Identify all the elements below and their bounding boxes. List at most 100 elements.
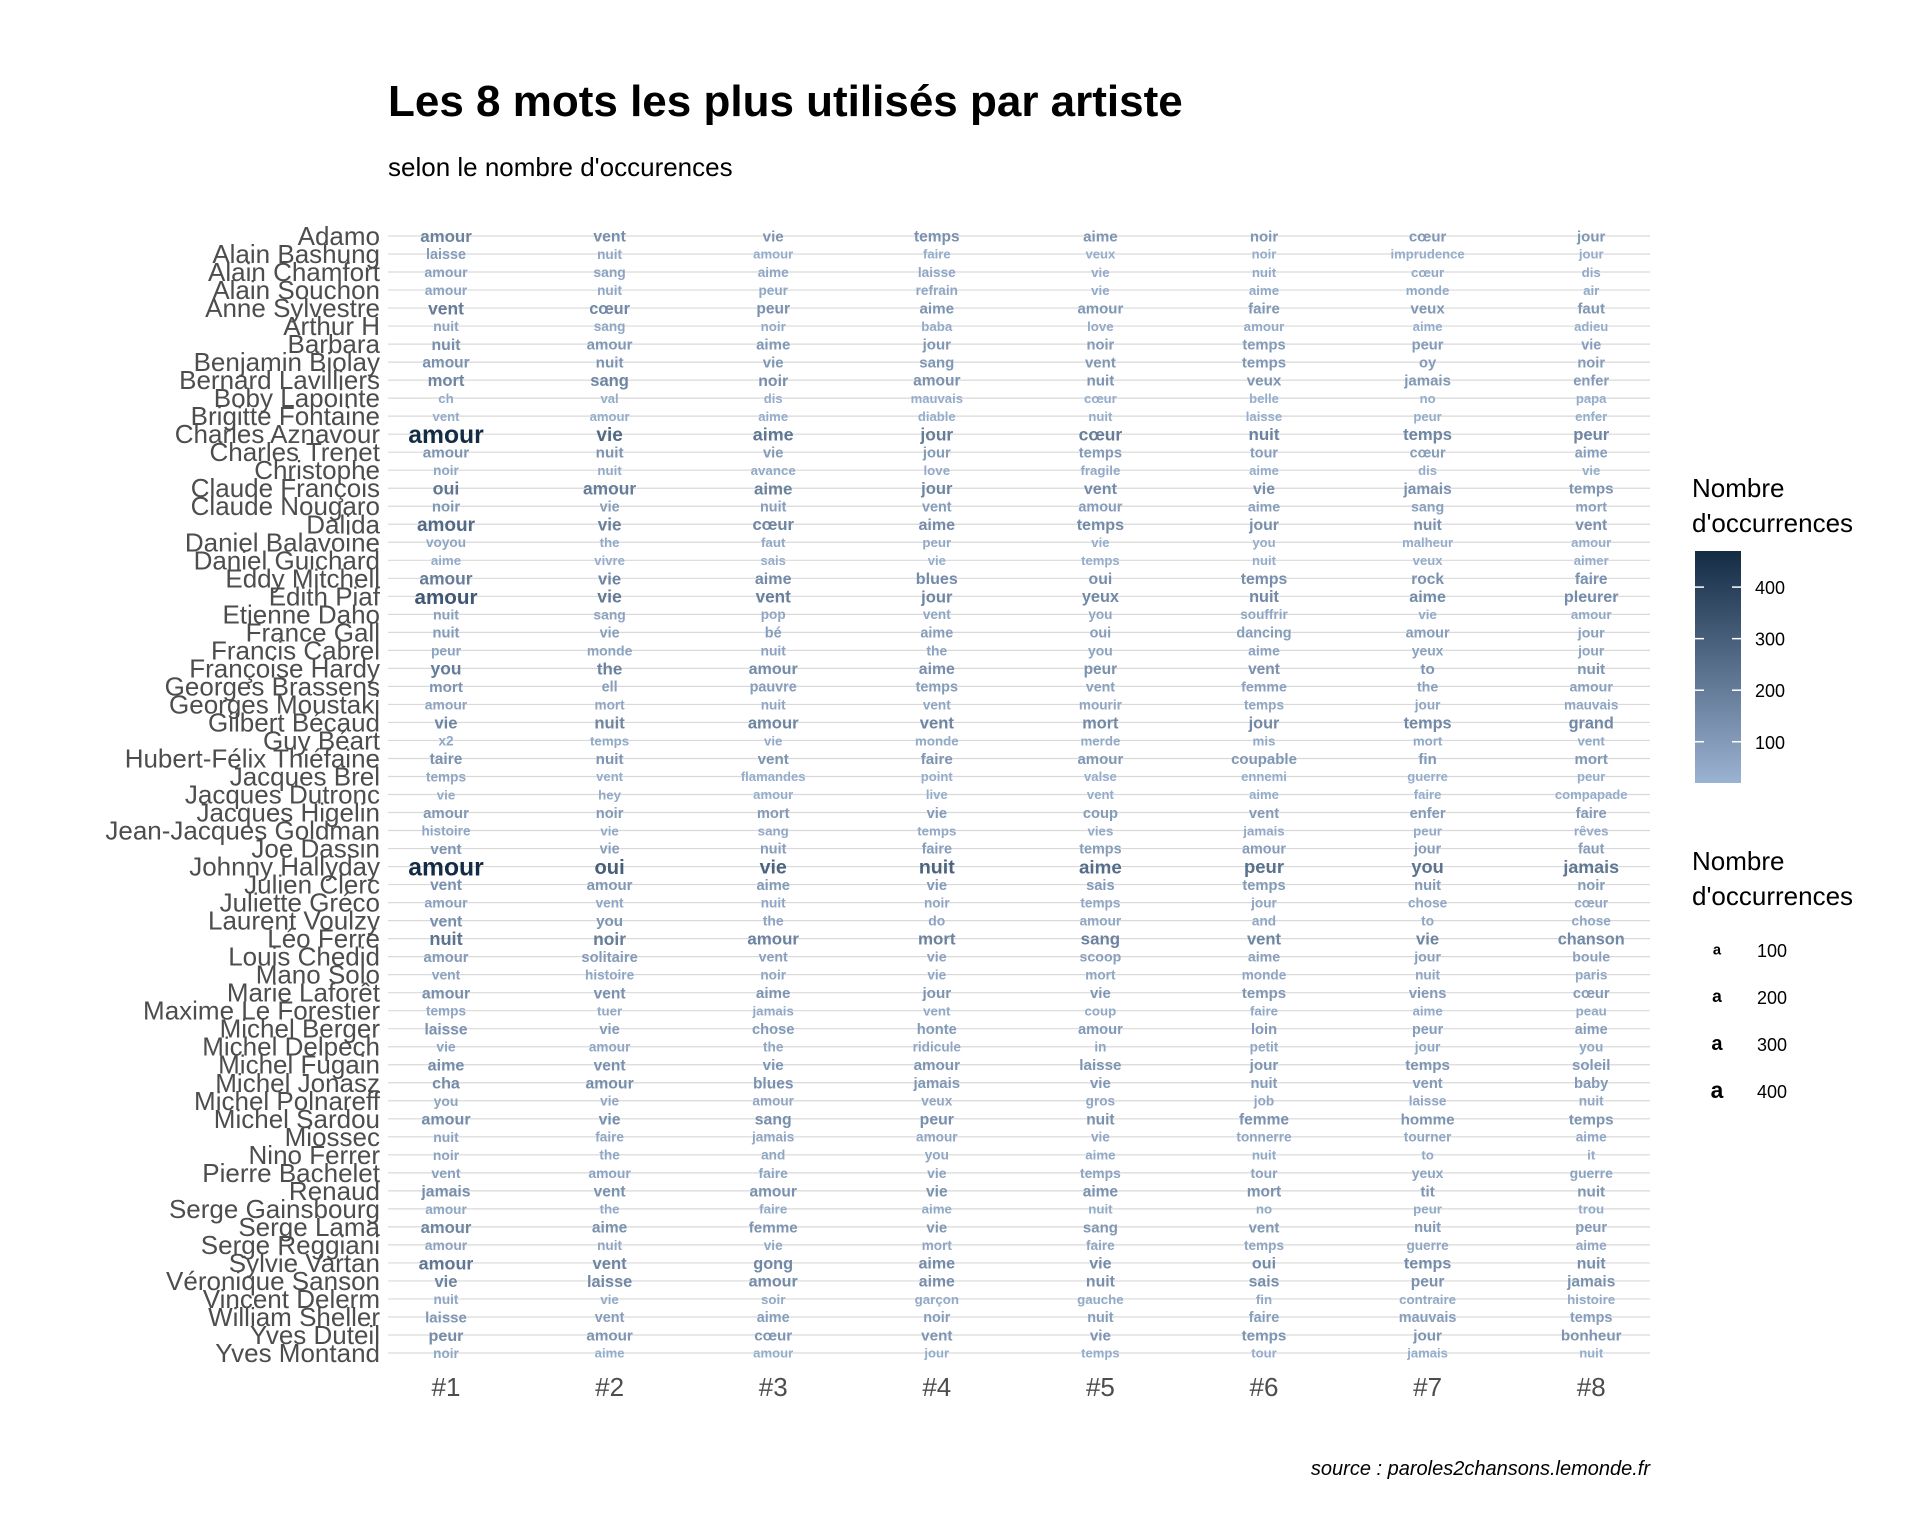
word-cell: jamais <box>1402 481 1451 498</box>
word-cell: cœur <box>752 515 794 534</box>
word-cell: it <box>1587 1148 1596 1163</box>
artist-label: Jean-Jacques Goldman <box>105 816 380 846</box>
word-cell: you <box>1579 1040 1603 1055</box>
word-cell: vie <box>437 787 456 802</box>
word-cell: amour <box>752 1094 794 1109</box>
word-cell: honte <box>917 1022 957 1038</box>
word-cell: contraire <box>1399 1292 1456 1307</box>
word-cell: amour <box>424 265 468 281</box>
word-cell: vie <box>598 569 621 588</box>
word-cell: ch <box>438 391 454 406</box>
size-key-glyph: a <box>1713 942 1722 958</box>
word-cell: garçon <box>915 1292 959 1307</box>
word-cell: amour <box>1080 914 1122 929</box>
word-cell: amour <box>587 336 633 353</box>
word-cell: faut <box>1578 842 1605 858</box>
word-cell: you <box>596 913 623 930</box>
word-cell: mort <box>757 806 790 822</box>
artist-label: Hubert-Félix Thiéfaine <box>125 743 380 773</box>
word-cell: vie <box>1091 283 1110 298</box>
word-cell: adieu <box>1574 319 1608 334</box>
word-cell: temps <box>1404 714 1452 732</box>
word-cell: pleurer <box>1564 588 1619 606</box>
column-tick-label: #8 <box>1577 1372 1606 1402</box>
word-cell: temps <box>1079 445 1122 461</box>
word-cell: vie <box>760 857 787 879</box>
word-cell: refrain <box>916 283 958 298</box>
word-cell: vie <box>927 950 947 966</box>
word-cell: nuit <box>594 713 625 732</box>
word-cell: nuit <box>1249 588 1279 606</box>
word-cell: nuit <box>597 247 622 262</box>
artist-label: Adamo <box>298 221 380 251</box>
artist-label: Bernard Lavilliers <box>179 365 380 395</box>
word-cell: aime <box>758 409 788 424</box>
word-cell: you <box>434 1093 459 1109</box>
word-cell: vent <box>1084 480 1118 498</box>
word-cell: vent <box>923 1003 951 1018</box>
word-cell: amour <box>1242 842 1286 858</box>
word-cell: temps <box>916 680 958 696</box>
word-cell: noir <box>596 806 624 822</box>
artist-label: Jacques Dutronc <box>185 780 380 810</box>
size-key-label: 100 <box>1757 941 1787 961</box>
word-cell: amour <box>750 1183 797 1200</box>
word-cell: fin <box>1256 1292 1272 1307</box>
word-cell: amour <box>1078 1022 1123 1038</box>
word-cell: vie <box>600 823 619 838</box>
size-legend-title-line1: Nombre <box>1692 846 1784 876</box>
word-cell: tonnerre <box>1236 1130 1292 1145</box>
artist-label: Alain Bashung <box>212 239 380 269</box>
artist-label: Françoise Hardy <box>189 653 380 683</box>
artist-label: Christophe <box>254 455 380 485</box>
word-cell: paris <box>1575 968 1608 983</box>
word-cell: jour <box>922 336 951 353</box>
word-cell: vie <box>1091 265 1110 280</box>
word-cell: vie <box>1418 607 1437 622</box>
word-cell: vent <box>430 877 462 894</box>
word-cell: cœur <box>589 300 630 318</box>
word-cell: amour <box>424 896 468 912</box>
word-cell: aime <box>919 301 954 318</box>
word-cell: sang <box>919 355 954 372</box>
word-cell: and <box>761 1148 785 1163</box>
word-cell: amour <box>1571 535 1611 550</box>
word-cell: amour <box>753 247 793 262</box>
word-cell: nuit <box>432 337 462 354</box>
word-cell: peur <box>1413 409 1441 424</box>
word-cell: peur <box>1413 823 1442 838</box>
word-cell: vie <box>600 626 620 642</box>
word-cell: nuit <box>1414 878 1441 894</box>
word-cell: veux <box>1413 553 1444 568</box>
word-cell: no <box>1256 1202 1272 1217</box>
word-cell: nuit <box>1577 661 1605 678</box>
word-cell: mauvais <box>1399 1310 1457 1326</box>
word-cell: tour <box>1250 445 1278 461</box>
word-cell: femme <box>749 1219 798 1236</box>
word-cell: malheur <box>1402 535 1453 550</box>
word-cell: trou <box>1578 1202 1604 1217</box>
word-cell: guerre <box>1570 1165 1614 1181</box>
word-cell: temps <box>1569 481 1614 498</box>
word-cell: jour <box>1577 625 1605 641</box>
word-cell: vie <box>1582 463 1600 478</box>
word-cell: veux <box>1085 247 1116 262</box>
word-cell: sang <box>593 264 625 280</box>
artist-label: Brigitte Fontaine <box>191 401 380 431</box>
word-cell: aime <box>1575 445 1608 461</box>
word-cell: faire <box>1575 571 1608 588</box>
word-cell: jour <box>1413 950 1441 966</box>
word-cell: tour <box>1250 1165 1278 1181</box>
size-key-glyph: a <box>1711 1033 1723 1055</box>
word-cell: nuit <box>434 1292 459 1307</box>
word-cell: amour <box>747 930 799 949</box>
chart-subtitle: selon le nombre d'occurences <box>388 152 733 182</box>
word-cell: temps <box>1077 516 1124 534</box>
word-cell: nuit <box>596 751 624 768</box>
word-cell: sais <box>760 553 785 568</box>
artist-label: Johnny Hallyday <box>189 852 380 882</box>
word-cell: enfer <box>1575 409 1607 424</box>
word-cell: peur <box>758 283 788 298</box>
word-cell: vent <box>1248 661 1280 678</box>
word-cell: amour <box>415 586 478 609</box>
